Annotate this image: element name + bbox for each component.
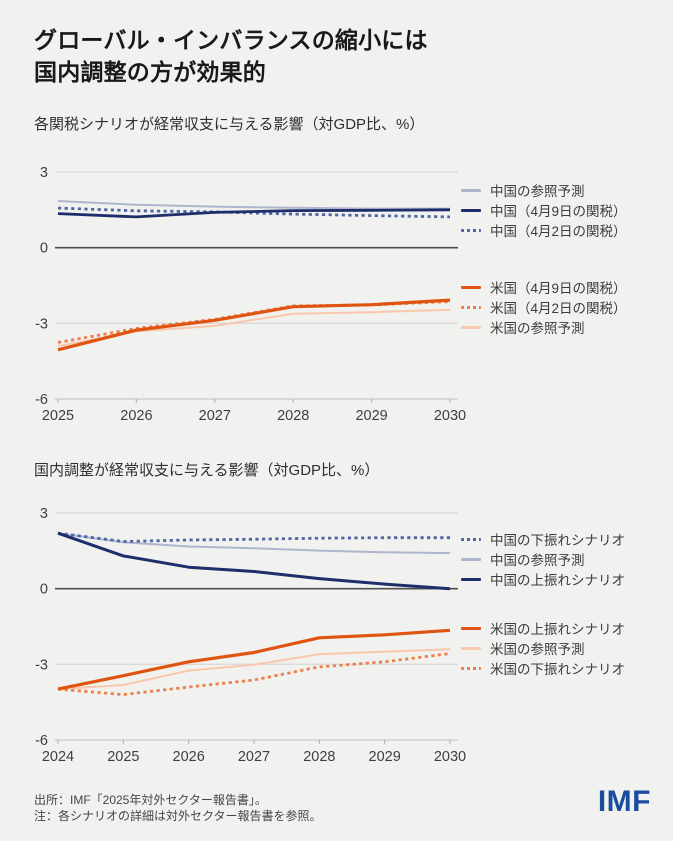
series-line	[57, 531, 451, 591]
footer-source: 出所：IMF「2025年対外セクター報告書」。	[34, 793, 267, 807]
x-tick-label: 2025	[107, 749, 139, 765]
y-tick-label: -6	[35, 733, 48, 749]
series-line	[57, 532, 451, 555]
series-line	[57, 200, 450, 210]
legend-item: 中国の参照予測	[461, 180, 671, 200]
legend-item: 米国（4月2日の関税）	[461, 297, 671, 317]
x-tick-label: 2026	[120, 408, 152, 424]
chart2-title: 国内調整が経常収支に与える影響（対GDP比、%）	[34, 462, 380, 479]
chart1-legend: 中国の参照予測中国（4月9日の関税） 中国（4月2日の関税） 米国（4月9日の関税）…	[461, 180, 671, 337]
legend-label: 中国の下振れシナリオ	[490, 533, 625, 548]
legend-label: 中国（4月9日の関税）	[490, 204, 627, 219]
figure-title-line2: 国内調整の方が効果的	[34, 59, 266, 85]
x-tick-label: 2024	[42, 749, 74, 765]
legend-label: 中国の上振れシナリオ	[490, 573, 625, 588]
legend-item: 中国（4月9日の関税）	[461, 200, 671, 220]
legend-label: 米国（4月9日の関税）	[490, 281, 627, 296]
series-line	[57, 308, 451, 347]
legend-item: 中国の下振れシナリオ	[461, 529, 671, 549]
legend-line-swatch	[461, 557, 481, 561]
legend-label: 中国（4月2日の関税）	[490, 224, 627, 239]
legend-line-swatch	[461, 577, 481, 581]
footer-note: 注：各シナリオの詳細は対外セクター報告書を参照。	[34, 809, 322, 823]
x-tick-label: 2027	[199, 408, 231, 424]
y-tick-label: -3	[35, 657, 48, 673]
footer: 出所：IMF「2025年対外セクター報告書」。 注：各シナリオの詳細は対外セクタ…	[34, 792, 322, 824]
legend-line-swatch	[461, 208, 481, 212]
legend-item: 米国の上振れシナリオ	[461, 618, 671, 638]
y-tick-label: 3	[40, 506, 48, 522]
x-tick-label: 2029	[355, 408, 387, 424]
x-tick-label: 2029	[369, 749, 401, 765]
legend-item: 米国の参照予測	[461, 638, 671, 658]
legend-line-swatch	[461, 626, 481, 630]
series-line	[57, 208, 451, 219]
legend-line-swatch	[461, 537, 481, 541]
legend-label: 中国の参照予測	[490, 184, 585, 199]
legend-item: 中国の上振れシナリオ	[461, 569, 671, 589]
y-tick-label: -3	[35, 316, 48, 332]
legend-line-swatch	[461, 666, 481, 670]
series-line	[57, 531, 450, 543]
y-tick-label: 3	[40, 165, 48, 181]
legend-group: 中国の下振れシナリオ 中国の参照予測中国の上振れシナリオ	[461, 529, 671, 589]
imf-logo: IMF	[597, 785, 651, 818]
legend-item: 中国の参照予測	[461, 549, 671, 569]
legend-group: 中国の参照予測中国（4月9日の関税） 中国（4月2日の関税）	[461, 180, 671, 240]
x-tick-label: 2028	[303, 749, 335, 765]
legend-label: 米国の下振れシナリオ	[490, 662, 625, 677]
legend-line-swatch	[461, 188, 481, 192]
legend-item: 中国（4月2日の関税）	[461, 220, 671, 240]
x-tick-label: 2027	[238, 749, 270, 765]
legend-line-swatch	[461, 285, 481, 289]
chart1-title: 各関税シナリオが経常収支に与える影響（対GDP比、%）	[34, 116, 425, 133]
legend-group: 米国（4月9日の関税） 米国（4月2日の関税） 米国の参照予測	[461, 277, 671, 337]
chart2-legend: 中国の下振れシナリオ 中国の参照予測 中国の上振れシナリオ 米国の上振れシナリオ 米国の…	[461, 529, 671, 678]
legend-group: 米国の上振れシナリオ 米国の参照予測米国の下振れシナリオ	[461, 618, 671, 678]
series-line	[57, 298, 451, 352]
figure-title: グローバル・インバランスの縮小には 国内調整の方が効果的	[34, 24, 428, 88]
y-tick-label: 0	[40, 582, 48, 598]
legend-item: 米国の参照予測	[461, 317, 671, 337]
x-tick-label: 2026	[173, 749, 205, 765]
legend-label: 米国（4月2日の関税）	[490, 301, 627, 316]
y-tick-label: -6	[35, 392, 48, 408]
x-tick-label: 2025	[42, 408, 74, 424]
legend-line-swatch	[461, 228, 481, 232]
y-tick-label: 0	[40, 241, 48, 257]
x-tick-label: 2028	[277, 408, 309, 424]
legend-line-swatch	[461, 646, 481, 650]
series-line	[57, 648, 451, 691]
legend-line-swatch	[461, 305, 481, 309]
legend-item: 米国（4月9日の関税）	[461, 277, 671, 297]
legend-label: 米国の参照予測	[490, 321, 585, 336]
legend-label: 米国の参照予測	[490, 642, 585, 657]
legend-line-swatch	[461, 325, 481, 329]
x-tick-label: 2030	[434, 749, 466, 765]
series-line	[57, 628, 451, 691]
series-line	[57, 652, 451, 697]
legend-label: 中国の参照予測	[490, 553, 585, 568]
legend-item: 米国の下振れシナリオ	[461, 658, 671, 678]
figure-title-line1: グローバル・インバランスの縮小には	[34, 27, 428, 53]
legend-label: 米国の上振れシナリオ	[490, 622, 625, 637]
x-tick-label: 2030	[434, 408, 466, 424]
